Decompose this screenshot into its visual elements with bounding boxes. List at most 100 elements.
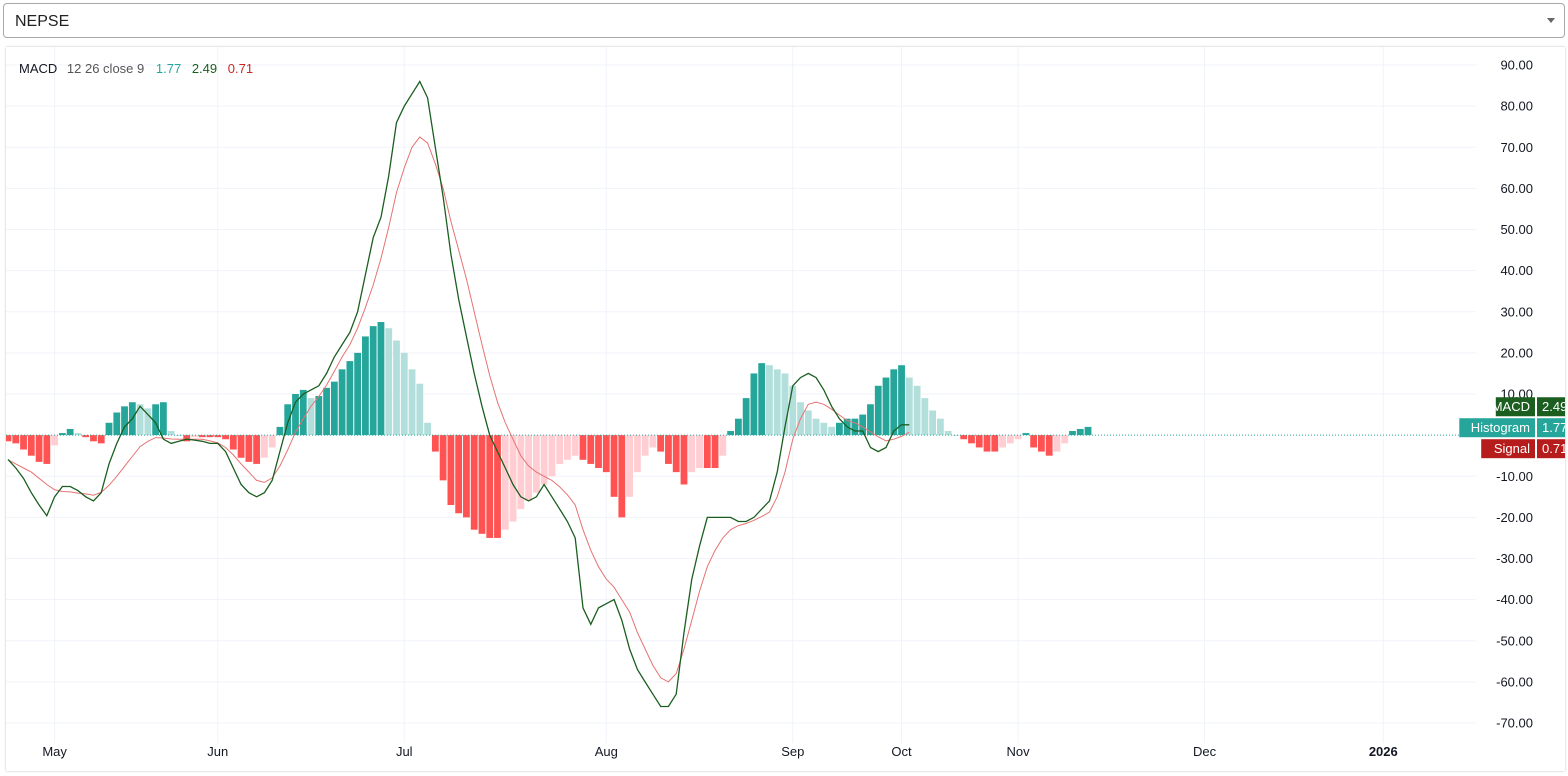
- histogram-bar: [789, 385, 797, 436]
- tag-name: MACD: [1492, 399, 1530, 414]
- tag-name-box: [1495, 397, 1535, 417]
- histogram-bar: [35, 435, 43, 462]
- histogram-bar: [455, 435, 463, 514]
- histogram-bar: [307, 398, 315, 436]
- histogram-bar: [812, 418, 820, 436]
- histogram-bar: [416, 383, 424, 436]
- y-tick-label: 80.00: [1500, 99, 1533, 114]
- tag-value: 2.49: [1542, 399, 1565, 414]
- histogram-bar: [820, 422, 828, 436]
- y-tick-label: -40.00: [1496, 592, 1533, 607]
- chart-legend: MACD 12 26 close 9 1.77 2.49 0.71: [19, 61, 253, 76]
- histogram-bar: [439, 435, 447, 481]
- histogram-bar: [766, 365, 773, 436]
- histogram-bar: [105, 422, 113, 436]
- histogram-bar: [400, 352, 408, 436]
- chevron-down-icon: [1547, 18, 1555, 23]
- histogram-bar: [975, 435, 983, 448]
- histogram-bar: [727, 431, 735, 436]
- histogram-bar: [478, 435, 486, 534]
- histogram-bar: [703, 435, 711, 469]
- tag-value: 1.77: [1542, 420, 1565, 435]
- histogram-bar: [222, 435, 229, 440]
- y-tick-label: -50.00: [1496, 633, 1533, 648]
- histogram-bar: [183, 435, 191, 442]
- histogram-bar: [633, 435, 641, 473]
- y-tick-label: 30.00: [1500, 304, 1533, 319]
- histogram-bar: [268, 435, 276, 448]
- histogram-bar: [968, 435, 975, 444]
- tag-signal: 0.71 Signal: [1481, 439, 1565, 459]
- y-tick-label: 90.00: [1500, 58, 1533, 73]
- legend-indicator: MACD: [19, 61, 57, 76]
- tag-name-box: [1481, 439, 1535, 459]
- histogram-bar: [66, 428, 74, 436]
- y-axis: 90.00 80.00 70.00 60.00 50.00 40.00 30.00 20.00…: [1496, 58, 1533, 731]
- histogram-bar: [595, 435, 602, 469]
- histogram-bar: [696, 435, 703, 469]
- chart-container: 90.00 80.00 70.00 60.00 50.00 40.00 30.00 20.00…: [6, 47, 1565, 771]
- last-value-tags: 2.49 MACD 1.77 Histogram 0.71 Signal: [1459, 397, 1565, 459]
- histogram-bar: [929, 410, 937, 436]
- tag-histogram: 1.77 Histogram: [1459, 418, 1565, 438]
- histogram-bar: [191, 435, 198, 438]
- histogram-bar: [408, 369, 416, 436]
- legend-signal-value: 0.71: [228, 61, 253, 76]
- histogram-bar: [175, 435, 183, 436]
- y-tick-label: -30.00: [1496, 551, 1533, 566]
- histogram-bar: [237, 435, 245, 458]
- histogram-bar: [719, 435, 727, 456]
- legend-macd-value: 2.49: [192, 61, 217, 76]
- histogram-bar: [983, 435, 991, 452]
- histogram-bar: [27, 435, 35, 456]
- y-tick-label: -20.00: [1496, 510, 1533, 525]
- histogram-bar: [1014, 435, 1022, 440]
- symbol-selector[interactable]: NEPSE: [3, 3, 1565, 38]
- histogram-bar: [781, 373, 789, 436]
- histogram-bar: [1069, 431, 1076, 436]
- histogram-bar: [556, 435, 564, 464]
- histogram-bar: [525, 435, 532, 501]
- histogram-bar: [602, 435, 610, 473]
- histogram-bar: [58, 433, 66, 436]
- histogram-series: [6, 322, 1092, 538]
- histogram-bar: [937, 418, 944, 436]
- y-tick-label: -10.00: [1496, 469, 1533, 484]
- x-tick-label: Jun: [207, 744, 228, 759]
- histogram-bar: [431, 435, 439, 452]
- histogram-bar: [323, 387, 330, 436]
- histogram-bar: [346, 361, 354, 436]
- histogram-bar: [253, 435, 261, 464]
- histogram-bar: [991, 435, 999, 452]
- histogram-bar: [97, 435, 105, 444]
- histogram-bar: [999, 435, 1006, 448]
- tag-value-box: [1537, 397, 1565, 417]
- histogram-bar: [292, 394, 299, 436]
- histogram-bar: [564, 435, 571, 460]
- y-tick-label: 40.00: [1500, 263, 1533, 278]
- histogram-bar: [890, 369, 898, 436]
- histogram-bar: [354, 352, 362, 436]
- tag-value: 0.71: [1542, 441, 1565, 456]
- histogram-bar: [113, 412, 121, 436]
- histogram-bar: [649, 435, 657, 448]
- histogram-bar: [6, 435, 12, 442]
- x-tick-label: 2026: [1369, 744, 1398, 759]
- tag-name-box: [1459, 418, 1535, 438]
- histogram-bar: [711, 435, 719, 469]
- histogram-bar: [579, 435, 587, 460]
- histogram-bar: [1053, 435, 1061, 452]
- histogram-bar: [330, 381, 338, 436]
- x-tick-label: Jul: [396, 744, 413, 759]
- histogram-bar: [229, 435, 237, 450]
- macd-chart[interactable]: 90.00 80.00 70.00 60.00 50.00 40.00 30.00 20.00…: [6, 47, 1565, 771]
- histogram-bar: [369, 326, 377, 436]
- histogram-bar: [1045, 435, 1053, 456]
- histogram-bar: [913, 385, 921, 436]
- histogram-bar: [851, 418, 859, 436]
- histogram-bar: [299, 389, 307, 436]
- histogram-bar: [43, 435, 51, 464]
- histogram-bar: [424, 422, 431, 436]
- histogram-bar: [680, 435, 688, 485]
- histogram-bar: [540, 435, 548, 485]
